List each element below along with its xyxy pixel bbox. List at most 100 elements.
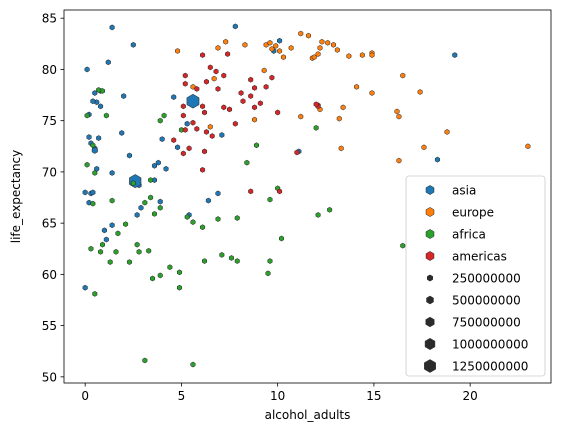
- data-point: [317, 45, 323, 51]
- data-point: [359, 52, 365, 58]
- data-point: [225, 51, 231, 57]
- data-point: [215, 190, 221, 197]
- data-point: [150, 275, 156, 282]
- series-europe: [175, 30, 531, 164]
- y-tick-label: 65: [42, 217, 57, 231]
- data-point: [175, 144, 181, 151]
- data-points: [82, 23, 531, 368]
- data-point: [186, 93, 200, 109]
- data-point: [182, 127, 188, 133]
- data-point: [146, 247, 152, 254]
- data-point: [207, 123, 213, 130]
- data-point: [200, 224, 206, 231]
- data-point: [182, 72, 188, 79]
- data-point: [221, 104, 227, 111]
- legend: asia europe africa americas 250000000 5000000…: [405, 175, 546, 377]
- data-point: [186, 145, 192, 152]
- data-point: [200, 103, 206, 110]
- data-point: [90, 142, 96, 149]
- data-point: [109, 197, 115, 204]
- data-point: [248, 93, 254, 99]
- data-point: [205, 197, 211, 204]
- data-point: [98, 248, 104, 255]
- data-point: [444, 129, 450, 135]
- data-point: [280, 54, 286, 61]
- data-point: [434, 156, 440, 163]
- legend-size-marker: [426, 295, 434, 305]
- data-point: [115, 230, 121, 237]
- data-point: [202, 109, 208, 116]
- data-point: [180, 103, 186, 110]
- y-axis-title: life_expectancy: [9, 150, 23, 244]
- data-point: [157, 272, 163, 279]
- data-point: [330, 41, 336, 48]
- data-point: [327, 206, 333, 213]
- data-point: [200, 52, 206, 58]
- data-point: [84, 161, 90, 168]
- data-point: [223, 38, 229, 45]
- data-point: [267, 196, 273, 203]
- data-point: [394, 108, 400, 115]
- legend-marker-asia: [425, 185, 435, 195]
- legend-label-americas: americas: [452, 250, 507, 264]
- data-point: [82, 189, 88, 196]
- data-point: [84, 66, 90, 73]
- data-point: [109, 222, 115, 229]
- y-tick-label: 85: [42, 12, 57, 26]
- data-point: [252, 116, 258, 123]
- data-point: [176, 269, 182, 276]
- data-point: [209, 133, 215, 139]
- x-tick-label: 10: [270, 389, 285, 403]
- legend-marker-americas: [425, 251, 435, 261]
- data-point: [155, 159, 161, 166]
- data-point: [396, 157, 402, 164]
- data-point: [417, 89, 423, 95]
- data-point: [215, 86, 221, 92]
- data-point: [240, 98, 246, 105]
- data-point: [336, 115, 342, 122]
- data-point: [109, 24, 115, 31]
- data-point: [288, 45, 294, 51]
- data-point: [136, 248, 142, 255]
- data-point: [130, 180, 136, 187]
- x-axis-title: alcohol_adults: [265, 408, 351, 422]
- data-point: [215, 216, 221, 222]
- data-point: [148, 194, 154, 201]
- data-point: [294, 149, 300, 156]
- data-point: [171, 94, 177, 101]
- data-point: [334, 47, 340, 53]
- data-point: [279, 235, 285, 242]
- data-point: [134, 212, 140, 218]
- data-point: [190, 361, 196, 368]
- data-point: [203, 129, 209, 135]
- data-point: [167, 264, 173, 271]
- legend-size-label: 250000000: [452, 272, 521, 286]
- data-point: [194, 125, 200, 132]
- x-tick-label: 15: [366, 389, 381, 403]
- data-point: [90, 98, 96, 105]
- data-point: [96, 135, 102, 142]
- data-point: [90, 189, 96, 196]
- data-point: [194, 86, 200, 92]
- legend-label-europe: europe: [452, 206, 494, 220]
- data-point: [313, 124, 319, 131]
- data-point: [261, 67, 267, 74]
- data-point: [157, 198, 163, 205]
- data-point: [452, 52, 458, 59]
- data-point: [305, 32, 311, 39]
- data-point: [319, 38, 325, 45]
- y-tick-label: 50: [42, 370, 57, 384]
- data-point: [113, 248, 119, 255]
- data-point: [180, 150, 186, 157]
- data-point: [175, 48, 181, 54]
- legend-marker-europe: [425, 207, 435, 217]
- x-axis-ticks: 0 5 10 15 20: [81, 383, 478, 403]
- legend-marker-africa: [425, 229, 435, 239]
- data-point: [90, 200, 96, 207]
- data-point: [101, 227, 107, 234]
- data-point: [298, 30, 304, 37]
- data-point: [340, 104, 346, 111]
- data-point: [354, 83, 360, 90]
- legend-size-marker: [427, 274, 433, 282]
- data-point: [88, 245, 94, 252]
